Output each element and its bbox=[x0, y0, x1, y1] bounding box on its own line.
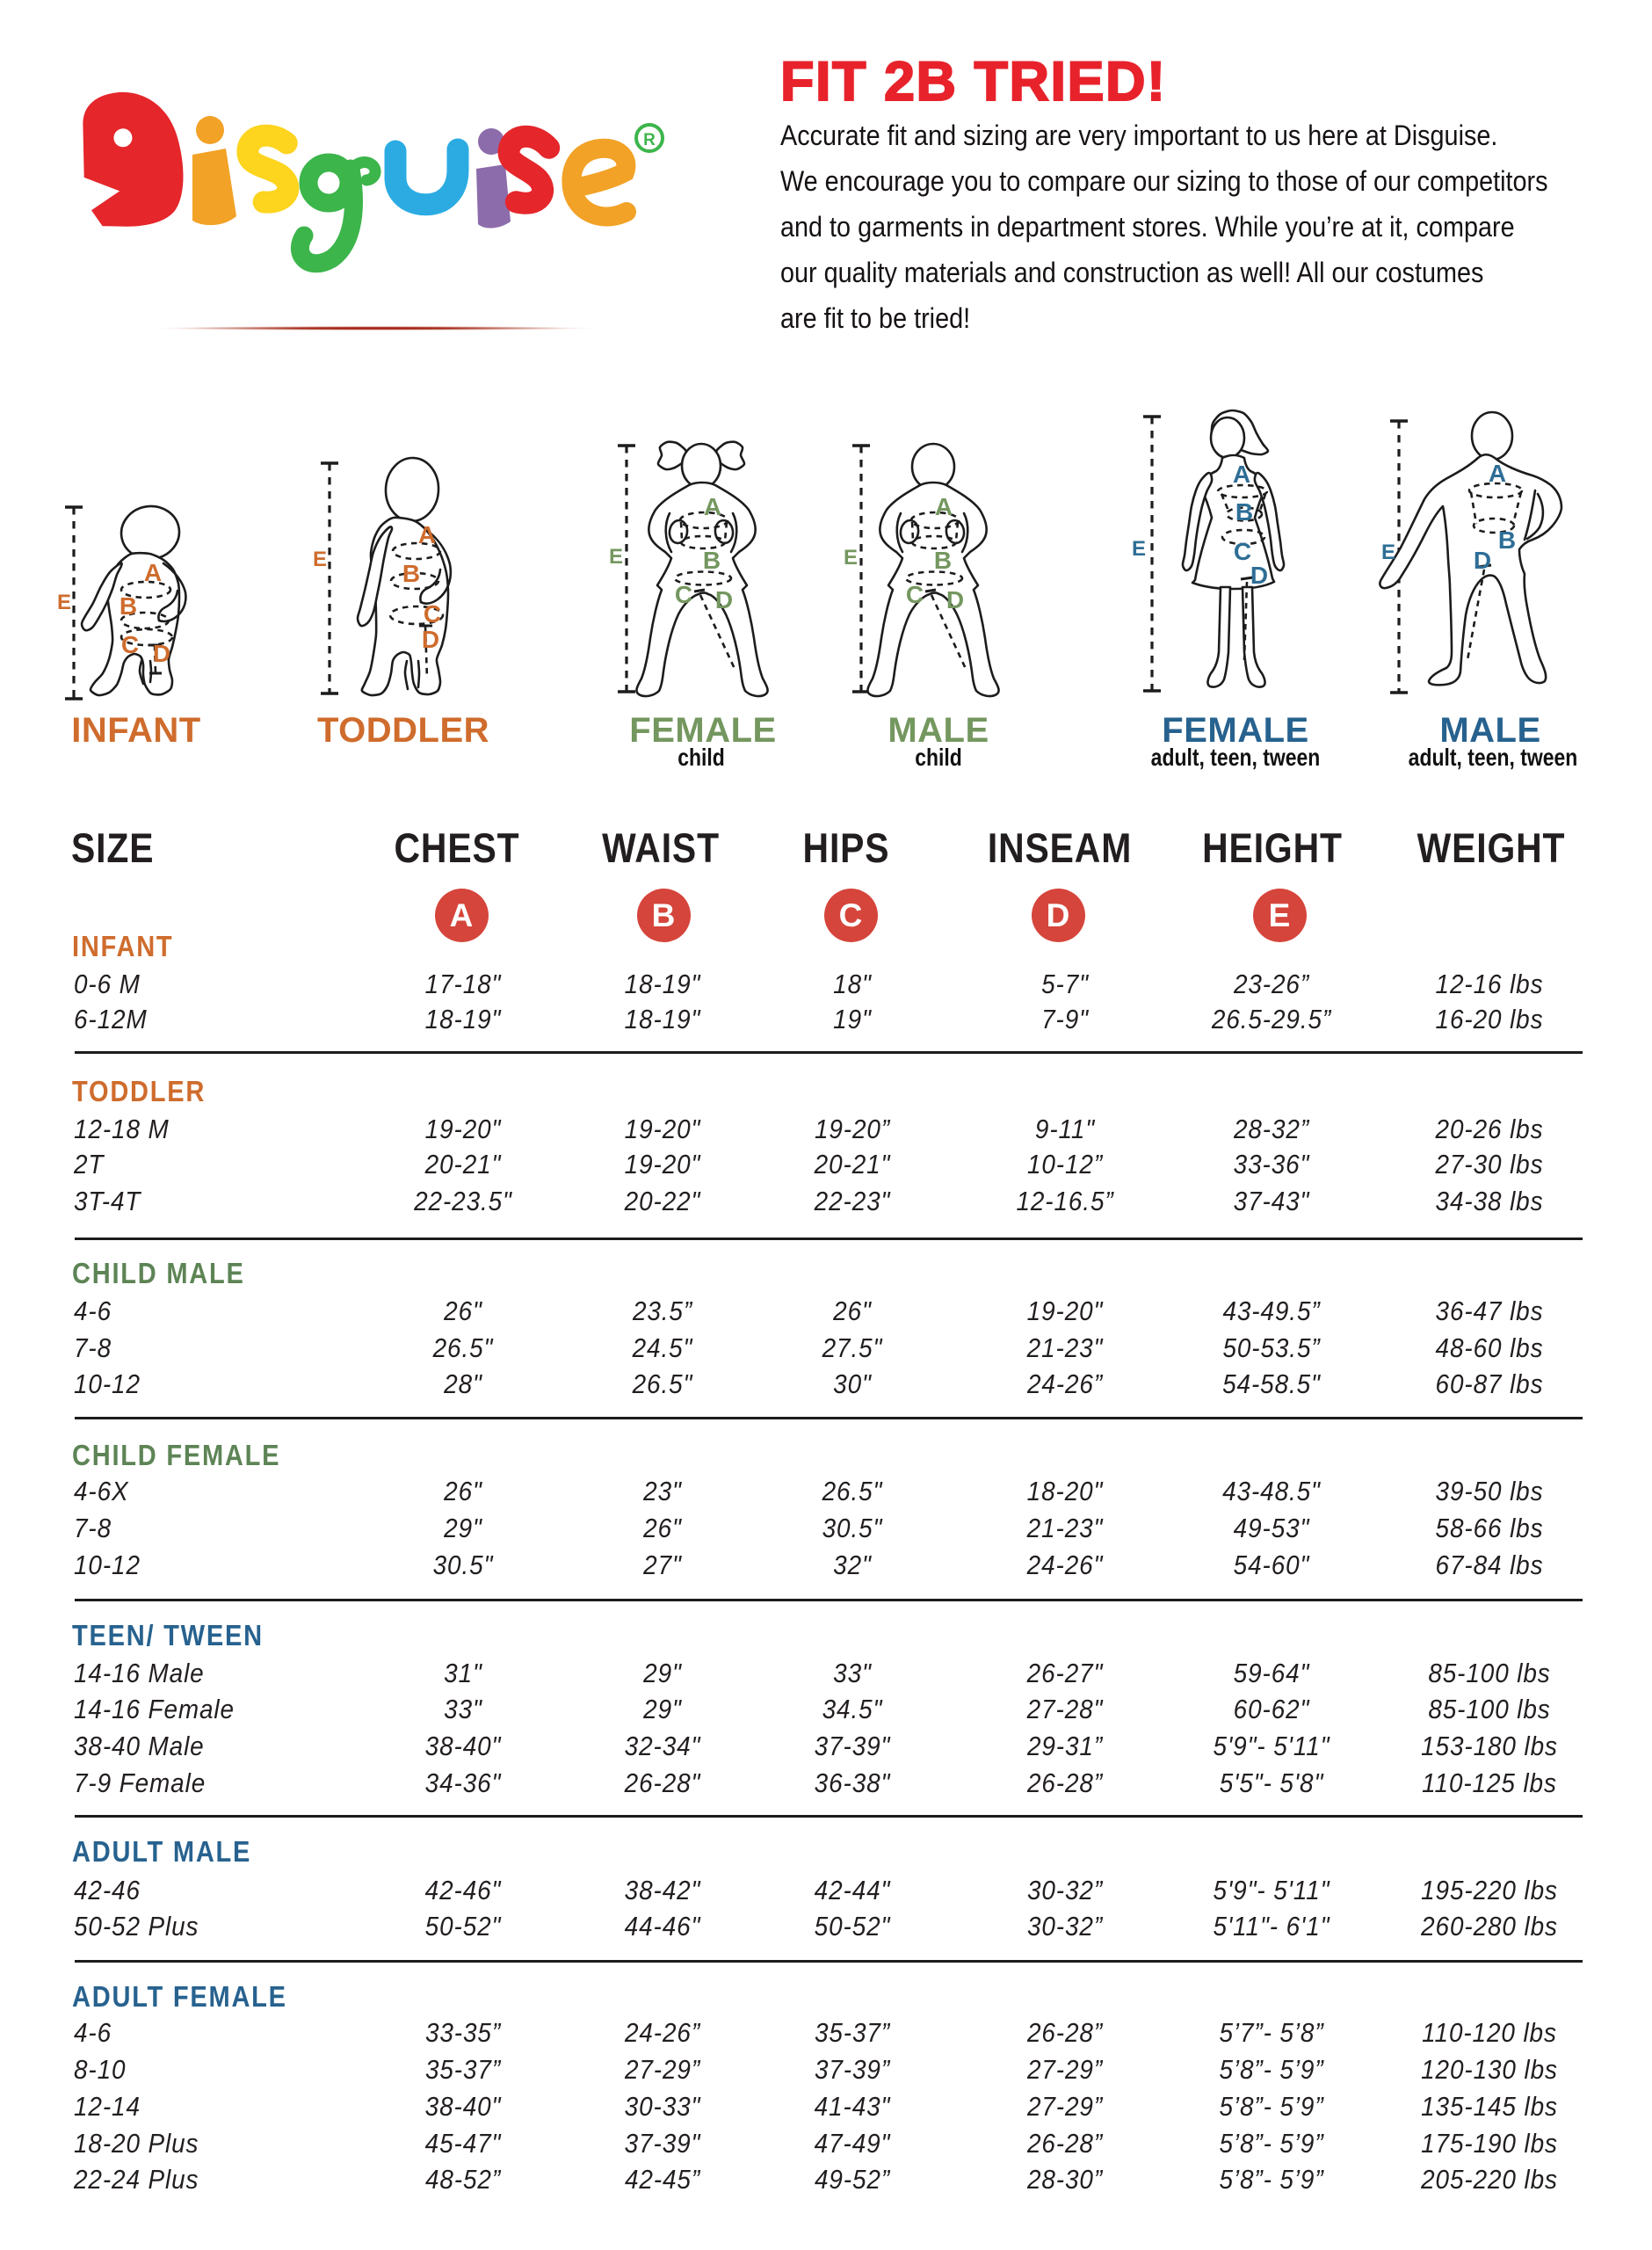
svg-text:A: A bbox=[1233, 461, 1250, 488]
svg-text:A: A bbox=[1489, 460, 1506, 487]
svg-text:B: B bbox=[934, 547, 952, 574]
svg-text:R: R bbox=[643, 131, 656, 149]
svg-text:E: E bbox=[609, 545, 623, 569]
svg-text:C: C bbox=[906, 581, 924, 608]
svg-text:E: E bbox=[1132, 537, 1146, 561]
svg-text:A: A bbox=[704, 493, 721, 520]
svg-text:E: E bbox=[313, 548, 327, 571]
svg-text:E: E bbox=[1381, 541, 1395, 564]
svg-text:D: D bbox=[153, 640, 170, 667]
svg-text:E: E bbox=[57, 591, 71, 614]
svg-text:D: D bbox=[422, 626, 439, 653]
svg-text:B: B bbox=[703, 547, 721, 574]
svg-text:D: D bbox=[1474, 547, 1491, 574]
svg-text:D: D bbox=[1250, 562, 1268, 589]
svg-text:B: B bbox=[1498, 526, 1516, 554]
svg-text:B: B bbox=[120, 592, 137, 620]
svg-text:A: A bbox=[418, 521, 436, 548]
svg-text:D: D bbox=[946, 586, 964, 613]
svg-text:C: C bbox=[121, 631, 139, 658]
svg-text:C: C bbox=[1234, 538, 1251, 565]
svg-text:B: B bbox=[1235, 498, 1253, 526]
svg-text:A: A bbox=[935, 493, 953, 520]
svg-text:C: C bbox=[424, 600, 441, 628]
svg-text:E: E bbox=[844, 546, 858, 570]
svg-text:D: D bbox=[715, 586, 733, 613]
svg-text:B: B bbox=[402, 560, 420, 587]
svg-text:C: C bbox=[675, 581, 692, 608]
svg-text:A: A bbox=[144, 559, 162, 586]
